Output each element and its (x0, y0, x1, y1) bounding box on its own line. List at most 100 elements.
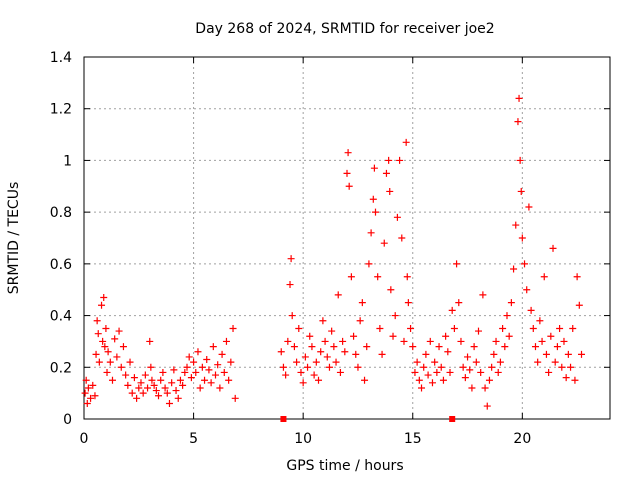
y-axis-label: SRMTID / TECUs (6, 182, 22, 295)
data-point (304, 363, 312, 371)
data-point (287, 255, 295, 263)
data-point (400, 337, 408, 345)
data-point (148, 376, 156, 384)
data-point (108, 376, 116, 384)
data-point (209, 343, 217, 351)
data-point (179, 381, 187, 389)
data-point (161, 384, 169, 392)
data-point (106, 358, 114, 366)
x-tick-label: 0 (80, 431, 89, 447)
data-point (468, 384, 476, 392)
data-point (92, 350, 100, 358)
data-point (113, 353, 121, 361)
data-point (439, 376, 447, 384)
data-point (222, 337, 230, 345)
data-point (424, 371, 432, 379)
data-point (128, 389, 136, 397)
data-point (564, 350, 572, 358)
y-tick-label: 1 (63, 153, 72, 169)
data-point (573, 273, 581, 281)
data-point (144, 384, 152, 392)
data-point (393, 213, 401, 221)
data-point (288, 312, 296, 320)
data-point (442, 332, 450, 340)
x-tick-label: 10 (294, 431, 312, 447)
data-point (101, 343, 109, 351)
data-point (494, 368, 502, 376)
data-point (461, 374, 469, 382)
data-point (277, 348, 285, 356)
data-point (396, 156, 404, 164)
x-tick-label: 20 (513, 431, 531, 447)
data-point (472, 358, 480, 366)
data-point (119, 343, 127, 351)
data-point (216, 384, 224, 392)
data-point (404, 299, 412, 307)
data-point (435, 343, 443, 351)
data-point (402, 138, 410, 146)
data-point (578, 350, 586, 358)
data-point (413, 358, 421, 366)
data-point (358, 299, 366, 307)
data-point (102, 325, 110, 332)
data-point (293, 358, 301, 366)
data-points (81, 94, 586, 410)
data-point (431, 358, 439, 366)
data-point (201, 376, 209, 384)
data-point (339, 337, 347, 345)
x-tick-label: 15 (404, 431, 422, 447)
data-point (130, 374, 138, 382)
data-point (457, 337, 465, 345)
data-point (536, 317, 544, 325)
data-point (187, 374, 195, 382)
data-point (540, 273, 548, 281)
data-point (163, 389, 171, 397)
data-point (367, 229, 375, 237)
y-tick-label: 0 (63, 412, 72, 428)
data-point (551, 358, 559, 366)
data-point (382, 169, 390, 177)
data-point (325, 363, 333, 371)
data-point (91, 392, 99, 400)
data-point (84, 384, 92, 392)
data-point (547, 332, 555, 340)
data-point (214, 361, 222, 369)
data-point (418, 384, 426, 392)
data-point (172, 387, 180, 395)
x-tick-label: 5 (189, 431, 198, 447)
data-point (345, 182, 353, 190)
data-point (159, 368, 167, 376)
data-point (89, 381, 97, 389)
data-point (365, 260, 373, 268)
data-point (464, 353, 472, 361)
data-point (299, 379, 307, 387)
data-point (380, 239, 388, 247)
data-point (218, 350, 226, 358)
data-point (98, 301, 106, 309)
data-point (231, 394, 239, 402)
data-point (286, 281, 294, 289)
data-point (398, 234, 406, 242)
data-point (481, 384, 489, 392)
data-point (152, 387, 160, 395)
data-point (514, 118, 522, 126)
data-point (328, 327, 336, 335)
data-point (545, 368, 553, 376)
data-point (516, 156, 524, 164)
data-point (111, 335, 119, 343)
data-point (378, 350, 386, 358)
data-point (488, 363, 496, 371)
data-point (126, 358, 134, 366)
data-point (485, 376, 493, 384)
data-point (122, 371, 130, 379)
data-point (141, 371, 149, 379)
data-point (553, 343, 561, 351)
data-point (374, 273, 382, 281)
plot-frame (83, 56, 611, 420)
data-point (356, 317, 364, 325)
data-point (155, 392, 163, 400)
data-point (319, 317, 327, 325)
data-point (389, 332, 397, 340)
data-point (426, 337, 434, 345)
data-point (94, 330, 102, 338)
